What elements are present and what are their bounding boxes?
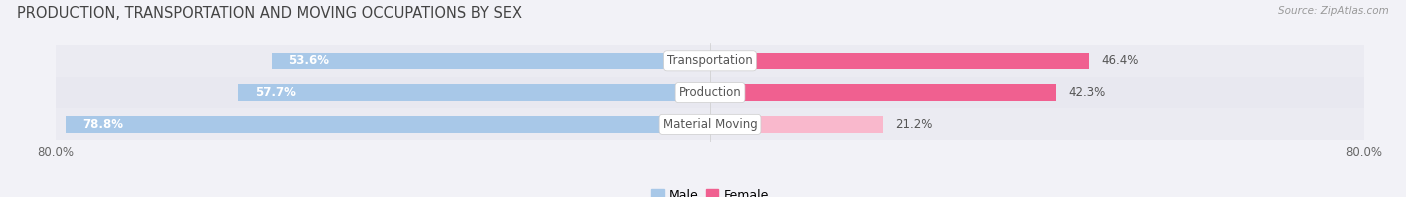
Text: PRODUCTION, TRANSPORTATION AND MOVING OCCUPATIONS BY SEX: PRODUCTION, TRANSPORTATION AND MOVING OC… [17, 6, 522, 21]
Bar [56, 77, 1364, 109]
Text: 46.4%: 46.4% [1101, 54, 1139, 67]
Text: 42.3%: 42.3% [1069, 86, 1105, 99]
Bar [710, 53, 1090, 69]
Bar [56, 109, 1364, 140]
Text: 53.6%: 53.6% [288, 54, 329, 67]
Bar [710, 84, 1056, 101]
Bar [56, 45, 1364, 77]
Bar [239, 84, 710, 101]
Text: Production: Production [679, 86, 741, 99]
Bar [66, 116, 710, 133]
Bar [710, 116, 883, 133]
Text: Material Moving: Material Moving [662, 118, 758, 131]
Text: 21.2%: 21.2% [896, 118, 934, 131]
Text: 57.7%: 57.7% [254, 86, 295, 99]
Bar [271, 53, 710, 69]
Legend: Male, Female: Male, Female [647, 184, 773, 197]
Text: Source: ZipAtlas.com: Source: ZipAtlas.com [1278, 6, 1389, 16]
Text: 78.8%: 78.8% [83, 118, 124, 131]
Text: Transportation: Transportation [668, 54, 752, 67]
